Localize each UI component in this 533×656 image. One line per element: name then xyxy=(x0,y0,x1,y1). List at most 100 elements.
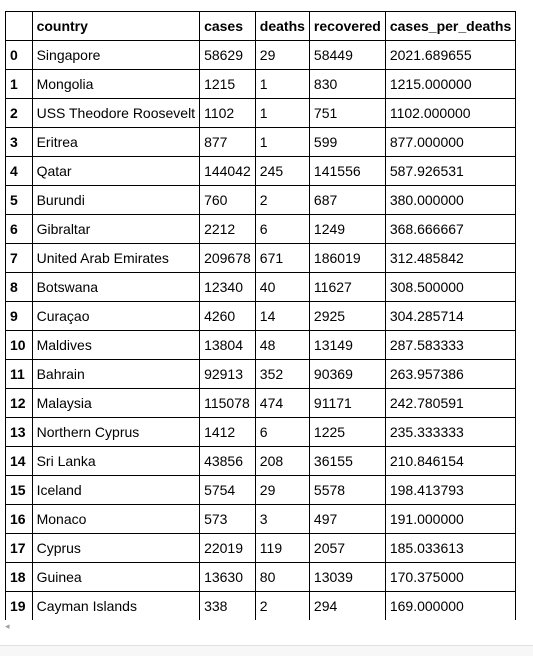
row-index: 12 xyxy=(5,388,33,418)
row-index: 13 xyxy=(5,417,33,447)
table-row: 19 Cayman Islands 338 2 294 169.000000 xyxy=(5,591,517,621)
cell-cases: 338 xyxy=(199,591,256,621)
table-row: 2 USS Theodore Roosevelt 1102 1 751 1102.0000… xyxy=(5,98,517,128)
cell-recovered: 5578 xyxy=(308,475,386,505)
cell-recovered: 11627 xyxy=(308,272,386,302)
cell-cases-per-deaths: 191.000000 xyxy=(384,504,517,534)
cell-country: Bahrain xyxy=(31,359,201,389)
cell-country: Iceland xyxy=(31,475,201,505)
cell-cases-per-deaths: 170.375000 xyxy=(384,562,517,592)
cell-cases: 115078 xyxy=(199,388,256,418)
row-index: 7 xyxy=(5,243,33,273)
cell-deaths: 671 xyxy=(254,243,310,273)
cell-country: Northern Cyprus xyxy=(31,417,201,447)
cell-country: Qatar xyxy=(31,156,201,186)
cell-deaths: 6 xyxy=(254,417,310,447)
row-index: 19 xyxy=(5,591,33,621)
cell-cases-per-deaths: 1102.000000 xyxy=(384,98,517,128)
scroll-left-arrow-icon[interactable]: ◂ xyxy=(5,621,10,631)
next-cell-edge xyxy=(0,645,533,656)
cell-recovered: 599 xyxy=(308,127,386,157)
row-index: 2 xyxy=(5,98,33,128)
cell-recovered: 2057 xyxy=(308,533,386,563)
cell-cases: 4260 xyxy=(199,301,256,331)
column-header-cases: cases xyxy=(199,11,256,41)
row-index: 16 xyxy=(5,504,33,534)
cell-cases-per-deaths: 308.500000 xyxy=(384,272,517,302)
cell-deaths: 208 xyxy=(254,446,310,476)
cell-cases: 58629 xyxy=(199,40,256,70)
cell-cases: 877 xyxy=(199,127,256,157)
cell-country: Malaysia xyxy=(31,388,201,418)
cell-cases: 1412 xyxy=(199,417,256,447)
cell-deaths: 2 xyxy=(254,185,310,215)
cell-deaths: 14 xyxy=(254,301,310,331)
cell-deaths: 40 xyxy=(254,272,310,302)
cell-recovered: 36155 xyxy=(308,446,386,476)
table-row: 6 Gibraltar 2212 6 1249 368.666667 xyxy=(5,214,517,244)
table-row: 11 Bahrain 92913 352 90369 263.957386 xyxy=(5,359,517,389)
table-row: 7 United Arab Emirates 209678 671 186019 312.… xyxy=(5,243,517,273)
cell-country: Burundi xyxy=(31,185,201,215)
table-row: 0 Singapore 58629 29 58449 2021.689655 xyxy=(5,40,517,70)
table-row: 8 Botswana 12340 40 11627 308.500000 xyxy=(5,272,517,302)
table-row: 13 Northern Cyprus 1412 6 1225 235.333333 xyxy=(5,417,517,447)
cell-country: Mongolia xyxy=(31,69,201,99)
row-index: 11 xyxy=(5,359,33,389)
cell-recovered: 294 xyxy=(308,591,386,621)
table-row: 14 Sri Lanka 43856 208 36155 210.846154 xyxy=(5,446,517,476)
cell-cases: 144042 xyxy=(199,156,256,186)
cell-cases: 43856 xyxy=(199,446,256,476)
cell-cases-per-deaths: 1215.000000 xyxy=(384,69,517,99)
table-row: 1 Mongolia 1215 1 830 1215.000000 xyxy=(5,69,517,99)
row-index: 14 xyxy=(5,446,33,476)
table-row: 5 Burundi 760 2 687 380.000000 xyxy=(5,185,517,215)
cell-cases-per-deaths: 312.485842 xyxy=(384,243,517,273)
index-header xyxy=(5,11,33,41)
cell-cases: 5754 xyxy=(199,475,256,505)
row-index: 0 xyxy=(5,40,33,70)
row-index: 8 xyxy=(5,272,33,302)
row-index: 5 xyxy=(5,185,33,215)
cell-recovered: 830 xyxy=(308,69,386,99)
row-index: 1 xyxy=(5,69,33,99)
cell-deaths: 1 xyxy=(254,98,310,128)
cell-deaths: 352 xyxy=(254,359,310,389)
row-index: 15 xyxy=(5,475,33,505)
cell-recovered: 751 xyxy=(308,98,386,128)
row-index: 4 xyxy=(5,156,33,186)
cell-deaths: 48 xyxy=(254,330,310,360)
row-index: 10 xyxy=(5,330,33,360)
cell-deaths: 119 xyxy=(254,533,310,563)
cell-country: Monaco xyxy=(31,504,201,534)
cell-cases-per-deaths: 198.413793 xyxy=(384,475,517,505)
cell-country: Singapore xyxy=(31,40,201,70)
cell-deaths: 2 xyxy=(254,591,310,621)
cell-cases: 12340 xyxy=(199,272,256,302)
row-index: 6 xyxy=(5,214,33,244)
cell-cases: 13630 xyxy=(199,562,256,592)
row-index: 9 xyxy=(5,301,33,331)
cell-recovered: 2925 xyxy=(308,301,386,331)
cell-deaths: 1 xyxy=(254,69,310,99)
table-row: 15 Iceland 5754 29 5578 198.413793 xyxy=(5,475,517,505)
table-row: 10 Maldives 13804 48 13149 287.583333 xyxy=(5,330,517,360)
cell-recovered: 497 xyxy=(308,504,386,534)
table-row: 9 Curaçao 4260 14 2925 304.285714 xyxy=(5,301,517,331)
cell-cases-per-deaths: 304.285714 xyxy=(384,301,517,331)
row-index: 18 xyxy=(5,562,33,592)
cell-country: Sri Lanka xyxy=(31,446,201,476)
cell-cases-per-deaths: 242.780591 xyxy=(384,388,517,418)
cell-cases: 760 xyxy=(199,185,256,215)
cell-cases-per-deaths: 210.846154 xyxy=(384,446,517,476)
cell-country: Cayman Islands xyxy=(31,591,201,621)
cell-country: Eritrea xyxy=(31,127,201,157)
cell-recovered: 91171 xyxy=(308,388,386,418)
cell-cases-per-deaths: 287.583333 xyxy=(384,330,517,360)
table-row: 18 Guinea 13630 80 13039 170.375000 xyxy=(5,562,517,592)
horizontal-scrollbar[interactable]: ◂ xyxy=(0,620,533,632)
cell-deaths: 1 xyxy=(254,127,310,157)
cell-country: Guinea xyxy=(31,562,201,592)
cell-recovered: 13149 xyxy=(308,330,386,360)
cell-cases-per-deaths: 2021.689655 xyxy=(384,40,517,70)
